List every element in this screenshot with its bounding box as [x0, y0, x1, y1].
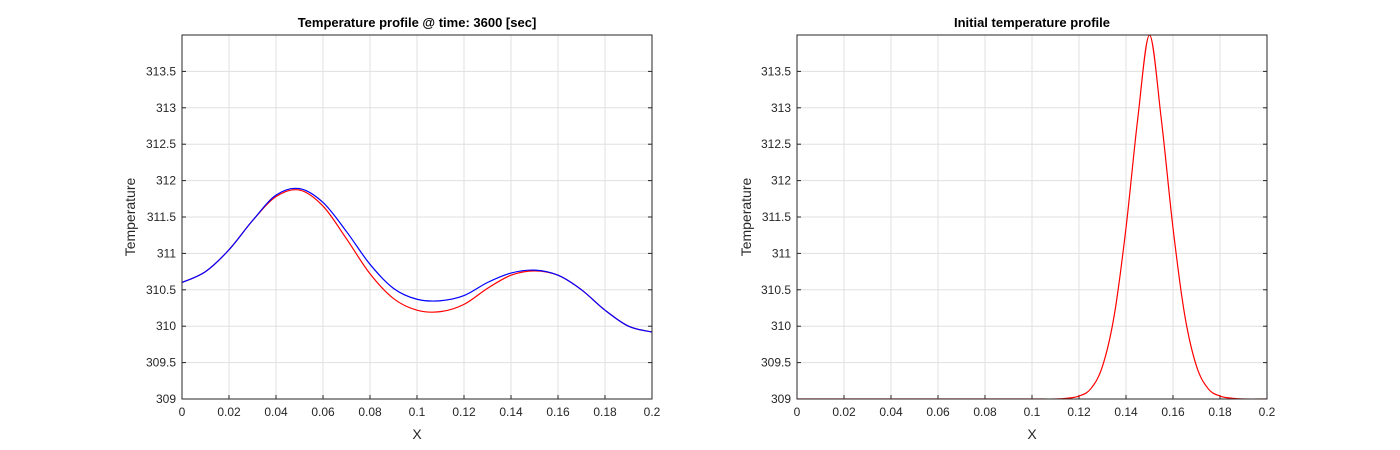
axes-box [181, 34, 653, 400]
x-tick-label: 0.12 [1067, 405, 1091, 419]
y-tick-label: 309.5 [146, 356, 176, 370]
plot-title: Temperature profile @ time: 3600 [sec] [298, 15, 537, 30]
x-tick-label: 0.2 [644, 405, 661, 419]
plot-title: Initial temperature profile [954, 15, 1110, 30]
x-tick-label: 0.18 [1208, 405, 1232, 419]
y-tick-label: 313 [156, 101, 176, 115]
grid [797, 35, 1267, 399]
y-tick-label: 312.5 [146, 137, 176, 151]
x-tick-label: 0.02 [832, 405, 856, 419]
y-tick-label: 311.5 [147, 210, 176, 224]
x-tick-label: 0.04 [264, 405, 288, 419]
x-axis-label: X [1027, 426, 1037, 442]
y-tick-label: 311 [772, 246, 791, 260]
initial-temperature-profile-plot: Initial temperature profile X Temperatur… [738, 15, 1276, 442]
y-tick-label: 310 [771, 319, 791, 333]
temperature-profile-plot: Temperature profile @ time: 3600 [sec] X… [122, 15, 661, 442]
x-tick-label: 0.18 [593, 405, 617, 419]
x-tick-label: 0.16 [1161, 405, 1185, 419]
y-tick-label: 311 [157, 246, 176, 260]
x-tick-label: 0 [179, 405, 186, 419]
x-tick-label: 0.14 [499, 405, 523, 419]
y-tick-label: 313.5 [146, 64, 176, 78]
x-tick-label: 0.02 [217, 405, 241, 419]
ticks: 0 0.02 0.04 0.06 0.08 0.1 0.12 0.14 0.16 0.18 0.2 3… [761, 64, 1276, 419]
x-tick-label: 0.06 [311, 405, 335, 419]
x-tick-label: 0.14 [1114, 405, 1138, 419]
y-axis-label: Temperature [738, 177, 754, 256]
x-tick-label: 0.06 [926, 405, 950, 419]
y-tick-label: 309 [771, 392, 791, 406]
y-tick-label: 309.5 [761, 356, 791, 370]
axes-box [796, 34, 1268, 400]
series-line-2 [182, 187, 652, 333]
y-tick-label: 309 [156, 392, 176, 406]
y-tick-label: 312.5 [761, 137, 791, 151]
x-tick-label: 0.1 [1024, 405, 1041, 419]
y-tick-label: 310.5 [146, 283, 176, 297]
x-tick-label: 0.04 [879, 405, 903, 419]
x-tick-label: 0 [794, 405, 801, 419]
y-tick-label: 312 [771, 174, 791, 188]
y-tick-label: 313.5 [761, 64, 791, 78]
y-tick-label: 310.5 [761, 283, 791, 297]
x-tick-label: 0.16 [546, 405, 570, 419]
y-axis-label: Temperature [122, 177, 138, 256]
y-tick-label: 311.5 [762, 210, 791, 224]
y-tick-label: 313 [771, 101, 791, 115]
x-tick-label: 0.2 [1259, 405, 1276, 419]
x-axis-label: X [412, 426, 422, 442]
x-tick-label: 0.1 [409, 405, 426, 419]
y-tick-label: 312 [156, 174, 176, 188]
x-tick-label: 0.12 [452, 405, 476, 419]
x-tick-label: 0.08 [358, 405, 382, 419]
grid [182, 35, 652, 399]
x-tick-label: 0.08 [973, 405, 997, 419]
ticks: 0 0.02 0.04 0.06 0.08 0.1 0.12 0.14 0.16 0.18 0.2 3… [146, 64, 661, 419]
y-tick-label: 310 [156, 319, 176, 333]
